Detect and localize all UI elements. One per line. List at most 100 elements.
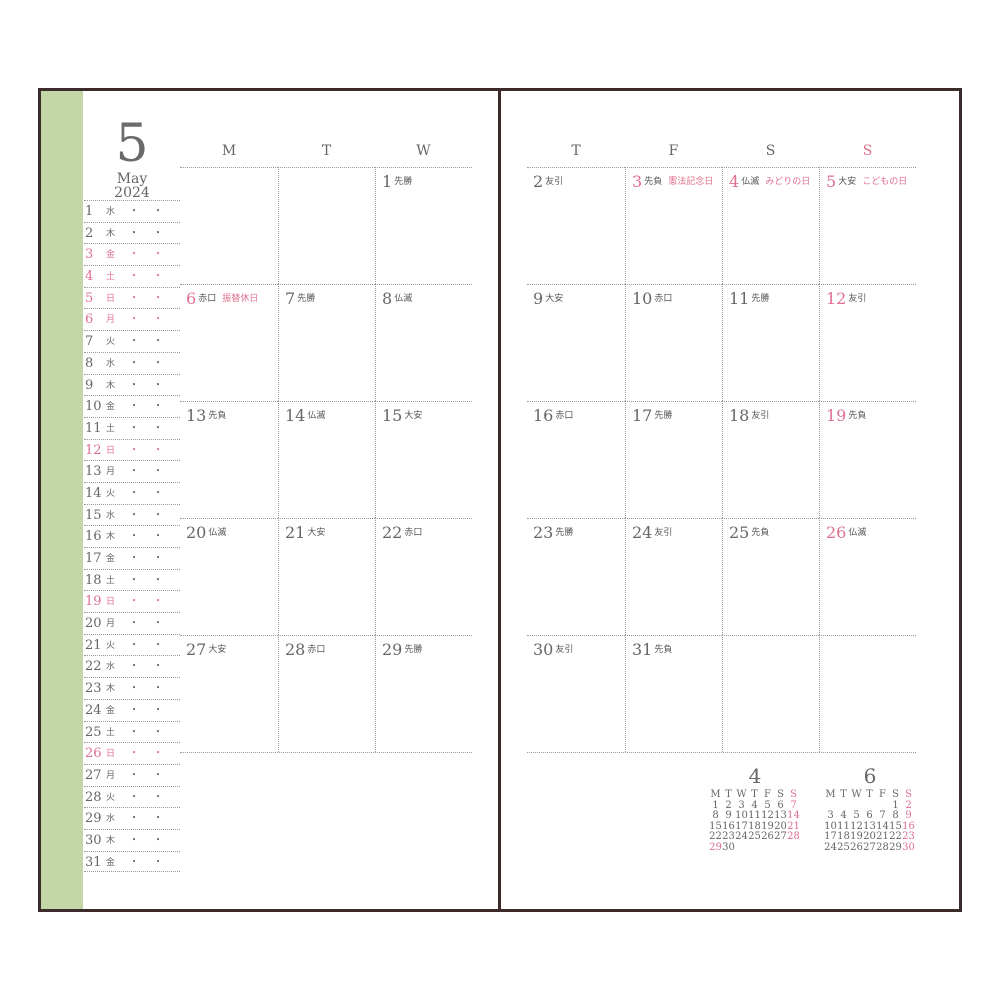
weekday: 日	[106, 293, 116, 304]
day-list-row[interactable]: 5 日 ・ ・	[84, 286, 180, 309]
day-list-row[interactable]: 21 火 ・ ・	[84, 633, 180, 656]
day-number: 10	[85, 399, 102, 415]
day-cell[interactable]: 19 先負	[819, 401, 916, 518]
day-number: 29	[85, 811, 102, 827]
day-cell[interactable]: 10 赤口	[625, 284, 722, 401]
day-list-row[interactable]: 3 金 ・ ・	[84, 243, 180, 265]
day-list-row[interactable]: 10 金 ・ ・	[84, 395, 180, 417]
day-cell[interactable]: 25 先負	[722, 518, 819, 635]
day-list-row[interactable]: 17 金 ・ ・	[84, 547, 180, 569]
day-list-row[interactable]: 19 日 ・ ・	[84, 590, 180, 612]
day-list-row[interactable]: 4 土 ・ ・	[84, 265, 180, 287]
day-list-row[interactable]: 16 木 ・ ・	[84, 525, 180, 547]
day-list-row[interactable]: 20 月 ・ ・	[84, 612, 180, 634]
day-cell[interactable]: 14 仏滅	[278, 401, 375, 518]
day-cell[interactable]: 18 友引	[722, 401, 819, 518]
mini-day: 29	[889, 841, 902, 853]
day-cell[interactable]: 13 先負	[180, 401, 278, 518]
day-list-row[interactable]: 23 木 ・ ・	[84, 677, 180, 699]
day-list-row[interactable]: 1 水 ・ ・	[84, 200, 180, 222]
dot: ・	[153, 444, 163, 456]
day-cell[interactable]: 15 大安	[375, 401, 472, 518]
day-cell[interactable]: 31 先負	[625, 635, 722, 752]
day-cell[interactable]: 17 先勝	[625, 401, 722, 518]
day-list-row[interactable]: 11 土 ・ ・	[84, 416, 180, 439]
day-list-row[interactable]: 9 木 ・ ・	[84, 373, 180, 396]
weekday: 土	[106, 423, 116, 434]
day-list-row[interactable]: 15 水 ・ ・	[84, 503, 180, 526]
day-list-row[interactable]: 24 金 ・ ・	[84, 698, 180, 721]
day-number: 2	[85, 225, 94, 241]
day-cell[interactable]: 21 大安	[278, 518, 375, 635]
day-cell[interactable]: 9 大安	[527, 284, 625, 401]
day-cell[interactable]: 28 赤口	[278, 635, 375, 752]
date-number-text: 10	[632, 289, 653, 308]
day-cell[interactable]: 5 大安 こどもの日	[819, 167, 916, 284]
day-cell[interactable]	[180, 167, 278, 284]
day-list-row[interactable]: 29 水 ・ ・	[84, 807, 180, 829]
dot: ・	[153, 639, 163, 651]
day-list-row[interactable]: 31 金 ・ ・	[84, 850, 180, 873]
mini-day: 6	[866, 810, 873, 821]
date-number: 14 仏滅	[285, 407, 373, 425]
date-number: 7 先勝	[285, 290, 373, 308]
day-cell[interactable]: 16 赤口	[527, 401, 625, 518]
page-divider	[498, 88, 501, 912]
day-cell[interactable]: 2 友引	[527, 167, 625, 284]
dot: ・	[129, 856, 139, 868]
day-cell[interactable]: 23 先勝	[527, 518, 625, 635]
day-cell[interactable]: 20 仏滅	[180, 518, 278, 635]
date-number: 12 友引	[826, 290, 914, 308]
mini-day	[787, 843, 800, 854]
day-list-row[interactable]: 13 月 ・ ・	[84, 460, 180, 482]
day-list-row[interactable]: 2 木 ・ ・	[84, 221, 180, 244]
dot: ・	[153, 596, 163, 608]
day-cell[interactable]: 11 先勝	[722, 284, 819, 401]
day-cell[interactable]	[722, 635, 819, 752]
rokuyo-label: 大安	[838, 177, 857, 187]
day-cell[interactable]: 8 仏滅	[375, 284, 472, 401]
mini-day: 28	[787, 831, 800, 842]
dot: ・	[153, 271, 163, 283]
day-cell[interactable]: 6 赤口 振替休日	[180, 284, 278, 401]
day-number: 20	[85, 616, 102, 632]
mini-day: 16	[722, 820, 735, 832]
day-cell[interactable]: 29 先勝	[375, 635, 472, 752]
day-cell[interactable]: 7 先勝	[278, 284, 375, 401]
day-cell[interactable]: 3 先負 憲法記念日	[625, 167, 722, 284]
day-list-row[interactable]: 30 木 ・ ・	[84, 828, 180, 851]
day-list-row[interactable]: 8 水 ・ ・	[84, 351, 180, 374]
date-number-text: 4	[729, 172, 740, 191]
day-list-row[interactable]: 18 土 ・ ・	[84, 568, 180, 591]
day-cell[interactable]: 27 大安	[180, 635, 278, 752]
day-list-row[interactable]: 6 月 ・ ・	[84, 308, 180, 330]
date-number: 22 赤口	[382, 524, 470, 542]
mini-day: 24	[824, 841, 837, 853]
day-cell[interactable]: 4 仏滅 みどりの日	[722, 167, 819, 284]
day-list-row[interactable]: 14 火 ・ ・	[84, 481, 180, 504]
day-cell[interactable]: 26 仏滅	[819, 518, 916, 635]
day-number: 16	[85, 529, 102, 545]
day-cell[interactable]: 30 友引	[527, 635, 625, 752]
day-list-row[interactable]: 28 火 ・ ・	[84, 785, 180, 808]
day-list-row[interactable]: 25 土 ・ ・	[84, 720, 180, 743]
weekday: 日	[106, 597, 116, 608]
day-list-row[interactable]: 26 日 ・ ・	[84, 742, 180, 764]
day-list-row[interactable]: 7 火 ・ ・	[84, 330, 180, 352]
weekday: 日	[106, 445, 116, 456]
mini-day	[735, 843, 748, 854]
date-number-text: 16	[533, 406, 554, 425]
day-list-row[interactable]: 12 日 ・ ・	[84, 438, 180, 461]
dot: ・	[153, 466, 163, 478]
day-cell[interactable]: 12 友引	[819, 284, 916, 401]
date-number-text: 14	[285, 406, 306, 425]
day-list-row[interactable]: 27 月 ・ ・	[84, 763, 180, 786]
day-cell[interactable]: 22 赤口	[375, 518, 472, 635]
day-cell[interactable]: 1 先勝	[375, 167, 472, 284]
day-cell[interactable]: 24 友引	[625, 518, 722, 635]
day-list-row[interactable]: 22 水 ・ ・	[84, 655, 180, 677]
day-cell[interactable]	[278, 167, 375, 284]
rokuyo-label: 赤口	[555, 411, 574, 421]
rokuyo-label: 仏滅	[848, 528, 867, 538]
day-cell[interactable]	[819, 635, 916, 752]
